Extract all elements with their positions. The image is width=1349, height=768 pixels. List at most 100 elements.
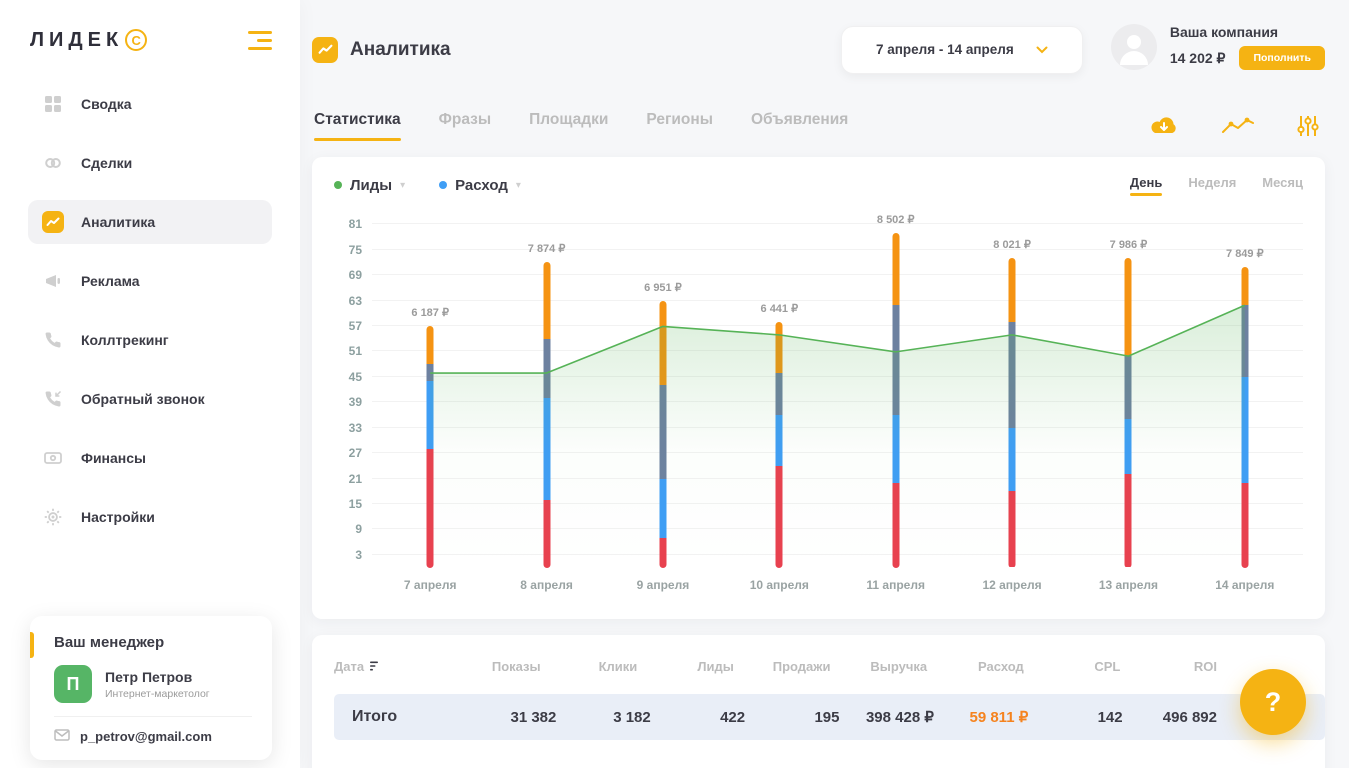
sidebar-item-label: Реклама [81,273,140,289]
bar-segment-orange [1241,266,1249,305]
grid-icon [42,93,64,115]
sidebar-item-ads[interactable]: Реклама [28,259,272,303]
y-tick-label: 57 [348,318,362,333]
column-header-leads[interactable]: Лиды [697,659,734,674]
bar-10 апреля[interactable]: 6 441 ₽ [761,303,798,568]
bar-segment-red [1008,491,1016,568]
sidebar-item-label: Сделки [81,155,133,171]
gridline [372,553,1303,555]
sliders-icon[interactable] [1297,115,1319,137]
x-tick-label: 14 апреля [1215,577,1275,592]
total-expense-value: 59 811 ₽ [969,709,1029,726]
topup-button[interactable]: Пополнить [1239,46,1325,70]
period-tab-week[interactable]: Неделя [1188,175,1237,190]
gridline [372,248,1303,250]
sidebar-item-callback[interactable]: Обратный звонок [28,377,272,421]
bar-14 апреля[interactable]: 7 849 ₽ [1226,248,1264,568]
tab-platforms[interactable]: Площадки [529,111,609,128]
gridline [372,223,1303,225]
sidebar-menu: Сводка Сделки Аналитика Реклама [0,60,300,616]
manager-title: Ваш менеджер [54,634,165,651]
bar-segment-blue [775,414,783,466]
manager-role: Интернет-маркетолог [105,687,210,700]
tabs-row: Статистика Фразы Площадки Регионы Объявл… [312,111,1325,141]
bar-value-label: 7 849 ₽ [1226,247,1264,260]
table-header-row: Дата Показы Клики Лиды Продажи Выручка Р… [334,659,1325,694]
balance-value: 14 202 ₽ [1169,49,1226,66]
y-tick-label: 21 [348,471,362,486]
chevron-down-icon [1036,42,1048,57]
logo[interactable]: ЛИДЕК С [30,29,148,52]
sidebar-item-label: Настройки [81,509,155,525]
analytics-icon [42,211,64,233]
date-range-select[interactable]: 7 апреля - 14 апреля [840,25,1083,74]
y-tick-label: 9 [355,522,362,537]
column-header-roi[interactable]: ROI [1193,659,1217,674]
main-header: Аналитика 7 апреля - 14 апреля Ваша комп… [312,0,1325,75]
bar-value-label: 8 021 ₽ [993,239,1031,252]
sidebar-item-label: Финансы [81,450,146,466]
tab-phrases[interactable]: Фразы [438,111,492,128]
cloud-download-icon[interactable] [1149,115,1179,137]
bar-13 апреля[interactable]: 7 986 ₽ [1110,239,1147,568]
hamburger-menu-icon[interactable] [248,28,272,52]
table-total-row: Итого 31 382 3 182 422 195 398 428 ₽ 59 … [334,694,1325,740]
bar-value-label: 8 502 ₽ [876,213,915,226]
column-header-impressions[interactable]: Показы [491,659,541,674]
column-header-clicks[interactable]: Клики [598,659,638,674]
gridline [372,299,1303,301]
column-header-expense[interactable]: Расход [978,659,1024,674]
column-header-cpl[interactable]: CPL [1094,659,1121,674]
avatar[interactable] [1110,24,1157,75]
phone-icon [42,329,64,351]
sidebar-item-finance[interactable]: Финансы [28,436,272,480]
sidebar-item-settings[interactable]: Настройки [28,495,272,539]
bar-12 апреля[interactable]: 8 021 ₽ [993,239,1031,568]
bar-segment-blue [1241,376,1249,483]
legend-item-leads[interactable]: Лиды ▾ [334,177,405,194]
company-name: Ваша компания [1169,24,1279,40]
period-tab-month[interactable]: Месяц [1262,175,1303,190]
sidebar-item-calltracking[interactable]: Коллтрекинг [28,318,272,362]
bar-8 апреля[interactable]: 7 874 ₽ [528,243,565,568]
manager-info: П Петр Петров Интернет-маркетолог [54,665,252,703]
bar-segment-red [659,537,667,568]
bar-segment-red [426,448,434,568]
bar-segment-orange [775,321,783,373]
gridline [372,528,1303,530]
sidebar-item-label: Коллтрекинг [81,332,169,348]
manager-email-row[interactable]: p_petrov@gmail.com [54,729,252,744]
tab-regions[interactable]: Регионы [646,111,713,128]
bar-7 апреля[interactable]: 6 187 ₽ [411,307,449,568]
bar-segment-blue [426,381,434,449]
column-header-date[interactable]: Дата [334,659,444,674]
tab-statistics[interactable]: Статистика [314,111,401,141]
y-tick-label: 39 [348,395,362,410]
chart-y-axis: 3 9 15 21 27 33 39 45 51 57 63 69 75 81 [334,212,372,568]
bar-11 апреля[interactable]: 8 502 ₽ [877,214,914,568]
sidebar-item-deals[interactable]: Сделки [28,141,272,185]
tab-ads[interactable]: Объявления [751,111,849,128]
column-header-revenue[interactable]: Выручка [870,659,928,674]
sidebar-header: ЛИДЕК С [0,0,300,60]
bar-9 апреля[interactable]: 6 951 ₽ [644,282,682,568]
chart-region: 3 9 15 21 27 33 39 45 51 57 63 69 75 81 6 187 ₽ 7 874 … [334,212,1303,568]
chart-card: Лиды ▾ Расход ▾ День Неделя Месяц 3 9 15 [312,157,1325,619]
legend-item-expense[interactable]: Расход ▾ [439,177,521,194]
x-tick-label: 8 апреля [520,577,573,592]
sidebar-item-analytics[interactable]: Аналитика [28,200,272,244]
column-header-sales[interactable]: Продажи [772,659,831,674]
bar-segment-slate [543,338,551,398]
expense-dot-icon [439,181,448,190]
line-chart-icon[interactable] [1221,116,1255,136]
help-button[interactable]: ? [1240,669,1306,735]
chevron-down-icon: ▾ [515,179,521,191]
manager-card: Ваш менеджер П Петр Петров Интернет-марк… [30,616,272,760]
megaphone-icon [42,270,64,292]
bar-segment-blue [1008,427,1016,492]
bar-segment-red [775,465,783,568]
sidebar-item-summary[interactable]: Сводка [28,82,272,126]
accent-bar [30,632,34,658]
x-tick-label: 7 апреля [403,577,457,592]
period-tab-day[interactable]: День [1130,175,1163,196]
